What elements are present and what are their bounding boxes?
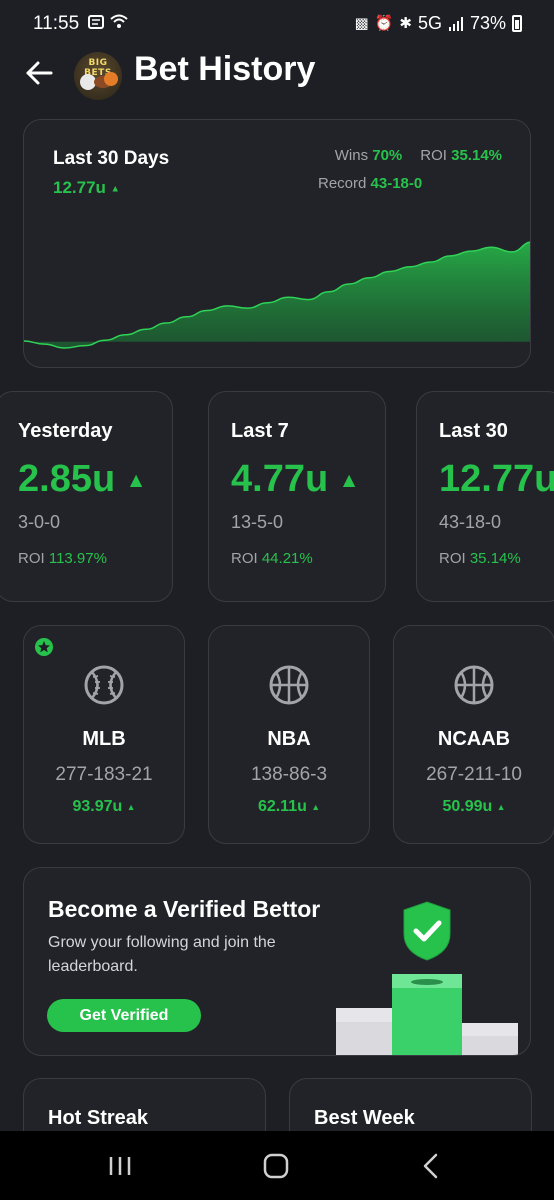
roi-value: 113.97% xyxy=(48,550,107,567)
period-units-value: 4.77u xyxy=(231,458,329,500)
sport-card-nba[interactable]: NBA 138-86-3 62.11u ▲ xyxy=(208,625,370,844)
network-label: 5G xyxy=(417,13,442,33)
roi-label: ROI xyxy=(439,550,466,567)
sport-units-value: 93.97u xyxy=(72,798,123,815)
summary-card[interactable]: Last 30 Days 12.77u ▲ Wins 70% ROI 35.14… xyxy=(23,119,531,368)
best-week-title: Best Week xyxy=(314,1107,415,1129)
summary-period: Last 30 Days xyxy=(53,148,170,169)
alarm-icon: ⏰ xyxy=(374,15,394,32)
wins-value: 70% xyxy=(372,147,403,164)
sport-record: 277-183-21 xyxy=(55,764,153,785)
period-roi: ROI 44.21% xyxy=(231,550,313,567)
wifi-icon xyxy=(110,14,128,28)
baseball-icon xyxy=(80,74,96,90)
lock-icon: ▩ xyxy=(354,15,369,32)
best-week-card[interactable]: Best Week xyxy=(289,1078,532,1158)
sport-units-value: 50.99u xyxy=(442,798,493,815)
basketball-icon xyxy=(104,72,118,86)
sport-name: MLB xyxy=(82,728,126,750)
favorite-star-icon xyxy=(35,638,53,656)
period-record: 3-0-0 xyxy=(18,512,61,532)
period-card-last-30[interactable]: Last 30 12.77u ▲ 43-18-0 ROI 35.14% xyxy=(416,391,554,602)
wins-stat: Wins 70% xyxy=(335,147,403,164)
summary-units-value: 12.77u xyxy=(53,178,106,197)
baseball-icon xyxy=(84,665,124,705)
verified-banner: Become a Verified Bettor Grow your follo… xyxy=(23,867,531,1056)
roi-label: ROI xyxy=(18,550,45,567)
recent-apps-icon[interactable] xyxy=(100,1151,140,1181)
up-caret-icon: ▲ xyxy=(496,801,506,812)
sport-units-value: 62.11u xyxy=(257,798,307,815)
up-caret-icon: ▲ xyxy=(110,183,120,194)
record-label: Record xyxy=(318,175,367,192)
record-value: 43-18-0 xyxy=(370,175,423,192)
basketball-icon xyxy=(454,665,494,705)
bluetooth-icon: ✱ xyxy=(399,15,412,32)
get-verified-button[interactable]: Get Verified xyxy=(47,999,201,1032)
sport-name: NCAAB xyxy=(437,728,511,750)
trend-chart xyxy=(24,241,530,349)
shield-check-icon xyxy=(403,901,451,961)
sport-units: 50.99u ▲ xyxy=(394,798,554,816)
sport-name: NBA xyxy=(267,728,311,750)
period-label: Last 7 xyxy=(231,420,289,442)
battery-percent: 73% xyxy=(469,13,506,33)
up-caret-icon: ▲ xyxy=(311,801,321,812)
period-units-value: 12.77u xyxy=(439,458,554,500)
status-bar: 11:55 ▩ ⏰ ✱ 5G 73% xyxy=(0,0,554,48)
trend-line xyxy=(24,241,530,349)
sport-card-mlb[interactable]: MLB 277-183-21 93.97u ▲ xyxy=(23,625,185,844)
status-time: 11:55 xyxy=(33,13,80,34)
period-card-last-7[interactable]: Last 7 4.77u ▲ 13-5-0 ROI 44.21% xyxy=(208,391,386,602)
period-card-yesterday[interactable]: Yesterday 2.85u ▲ 3-0-0 ROI 113.97% xyxy=(0,391,173,602)
up-caret-icon: ▲ xyxy=(126,801,136,812)
trend-area xyxy=(24,242,530,348)
period-record: 13-5-0 xyxy=(231,512,284,532)
app-logo: BIG BETS xyxy=(74,52,122,100)
page-title: Bet History xyxy=(134,50,316,88)
period-units: 2.85u ▲ xyxy=(18,458,146,501)
period-label: Last 30 xyxy=(439,420,508,442)
status-right-icons: ▩ ⏰ ✱ 5G 73% xyxy=(354,13,522,34)
status-notification-icons xyxy=(88,14,128,29)
period-roi: ROI 113.97% xyxy=(18,550,107,567)
sport-units: 93.97u ▲ xyxy=(24,798,184,816)
verified-description: Grow your following and join the leaderb… xyxy=(48,934,276,975)
period-record: 43-18-0 xyxy=(439,512,502,532)
up-caret-icon: ▲ xyxy=(338,468,360,492)
system-nav-bar xyxy=(0,1131,554,1200)
record-stat: Record 43-18-0 xyxy=(318,175,422,192)
basketball-icon xyxy=(269,665,309,705)
verified-title: Become a Verified Bettor xyxy=(48,896,321,922)
message-icon xyxy=(88,14,104,29)
period-label: Yesterday xyxy=(18,420,113,442)
roi-label: ROI xyxy=(420,147,447,164)
sport-record: 138-86-3 xyxy=(250,764,328,785)
sport-card-ncaab[interactable]: NCAAB 267-211-10 50.99u ▲ xyxy=(393,625,554,844)
header: BIG BETS Bet History xyxy=(0,48,554,100)
wins-label: Wins xyxy=(334,147,369,164)
period-units: 4.77u ▲ xyxy=(231,458,359,501)
back-arrow-icon[interactable] xyxy=(24,58,54,88)
signal-icon xyxy=(448,16,463,31)
roi-value: 44.21% xyxy=(261,550,313,567)
battery-icon xyxy=(512,15,522,32)
roi-stat: ROI 35.14% xyxy=(420,147,502,164)
logo-text: BIG BETS xyxy=(84,58,112,78)
home-icon[interactable] xyxy=(256,1151,296,1181)
roi-value: 35.14% xyxy=(469,550,521,567)
roi-label: ROI xyxy=(231,550,258,567)
period-roi: ROI 35.14% xyxy=(439,550,521,567)
roi-value: 35.14% xyxy=(451,147,502,164)
period-units-value: 2.85u xyxy=(18,458,116,500)
summary-stats: Wins 70% ROI 35.14% xyxy=(335,147,502,164)
period-units: 12.77u ▲ xyxy=(439,458,554,501)
sport-units: 62.11u ▲ xyxy=(209,798,369,816)
sport-record: 267-211-10 xyxy=(426,764,522,785)
summary-units: 12.77u ▲ xyxy=(53,178,120,198)
up-caret-icon: ▲ xyxy=(125,468,147,492)
podium-illustration xyxy=(336,901,518,1055)
hot-streak-title: Hot Streak xyxy=(48,1107,149,1129)
back-nav-icon[interactable] xyxy=(411,1151,451,1181)
